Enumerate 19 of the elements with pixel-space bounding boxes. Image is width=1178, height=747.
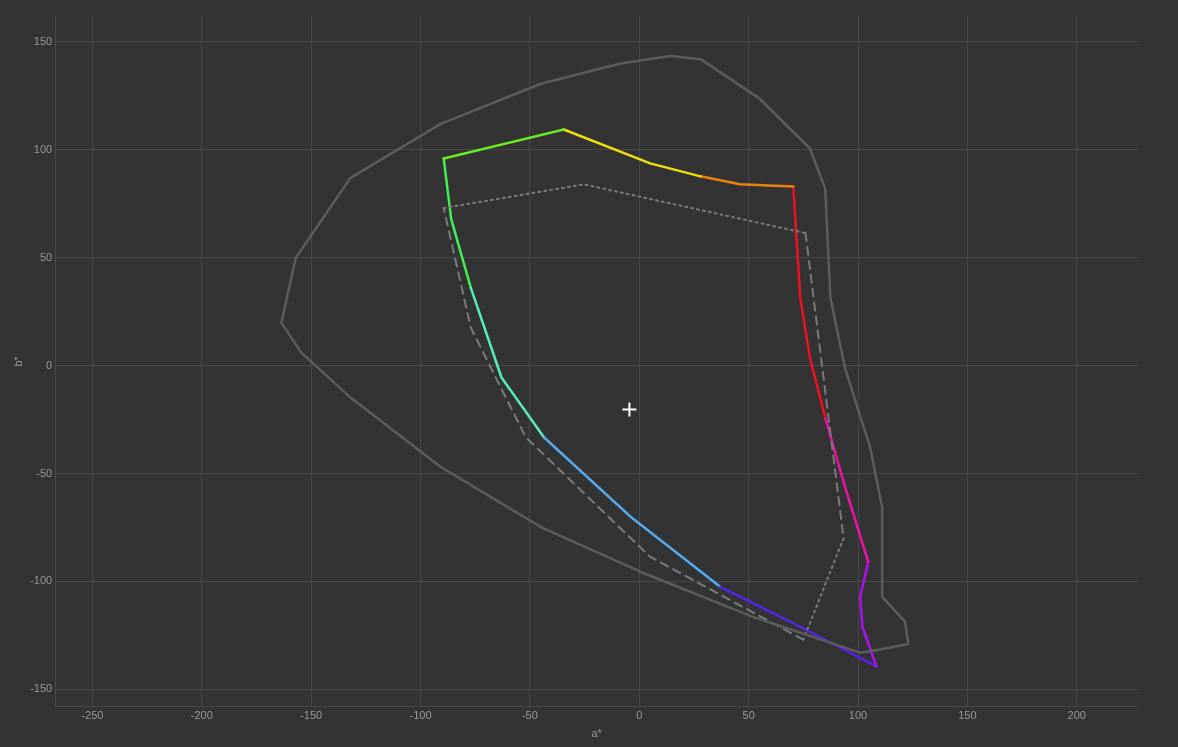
y-axis-title: b* — [11, 355, 24, 367]
y-tick-label: 0 — [46, 358, 53, 371]
x-tick-label: 200 — [1067, 709, 1086, 722]
y-tick-label: 50 — [39, 250, 53, 263]
x-tick-label: -250 — [81, 709, 104, 722]
x-axis-title: a* — [591, 727, 603, 740]
x-tick-label: 50 — [742, 709, 755, 722]
x-tick-label: -100 — [409, 709, 432, 722]
x-tick-label: -150 — [300, 709, 323, 722]
y-tick-label: -150 — [30, 682, 53, 695]
y-tick-label: 100 — [33, 142, 53, 155]
y-tick-label: -50 — [36, 466, 53, 479]
y-tick-label: 150 — [33, 34, 53, 47]
x-tick-label: 0 — [636, 709, 643, 722]
y-tick-label: -100 — [30, 574, 53, 587]
x-tick-label: -50 — [521, 709, 538, 722]
x-tick-label: -200 — [190, 709, 213, 722]
x-tick-label: 100 — [848, 709, 868, 722]
x-tick-label: 150 — [958, 709, 977, 722]
